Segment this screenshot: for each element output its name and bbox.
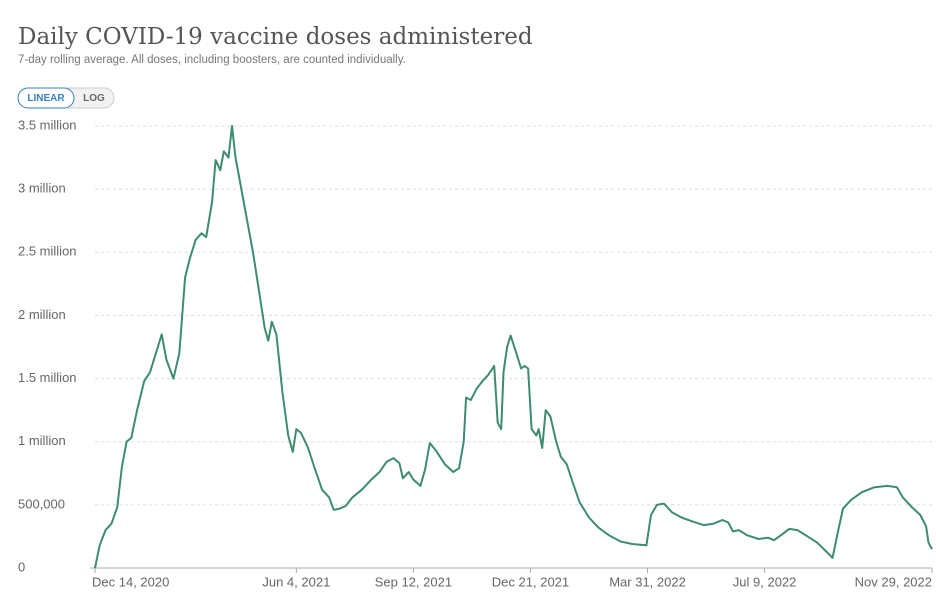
y-tick-label: 3 million (18, 181, 66, 196)
y-tick-label: 2 million (18, 307, 66, 322)
y-tick-label: 2.5 million (18, 244, 77, 259)
chart-subtitle: 7-day rolling average. All doses, includ… (18, 54, 406, 66)
x-tick-label: Sep 12, 2021 (375, 574, 452, 589)
y-tick-label: 1 million (18, 433, 66, 448)
data-line (94, 125, 933, 569)
y-tick-label: 500,000 (18, 496, 65, 511)
y-tick-label: 1.5 million (18, 370, 77, 385)
y-tick-label: 0 (18, 559, 25, 574)
x-tick-label: Jul 9, 2022 (733, 574, 797, 589)
chart-title: Daily COVID-19 vaccine doses administere… (18, 24, 533, 50)
x-tick-label: Dec 21, 2021 (492, 574, 569, 589)
x-tick-label: Dec 14, 2020 (92, 574, 169, 589)
x-tick-label: Mar 31, 2022 (609, 574, 686, 589)
x-tick-label: Jun 4, 2021 (262, 574, 330, 589)
linear-button[interactable] (17, 87, 75, 109)
linear-label[interactable]: LINEAR (27, 93, 65, 104)
x-tick-label: Nov 29, 2022 (855, 574, 932, 589)
y-tick-label: 3.5 million (18, 117, 77, 132)
log-label[interactable]: LOG (83, 93, 105, 104)
